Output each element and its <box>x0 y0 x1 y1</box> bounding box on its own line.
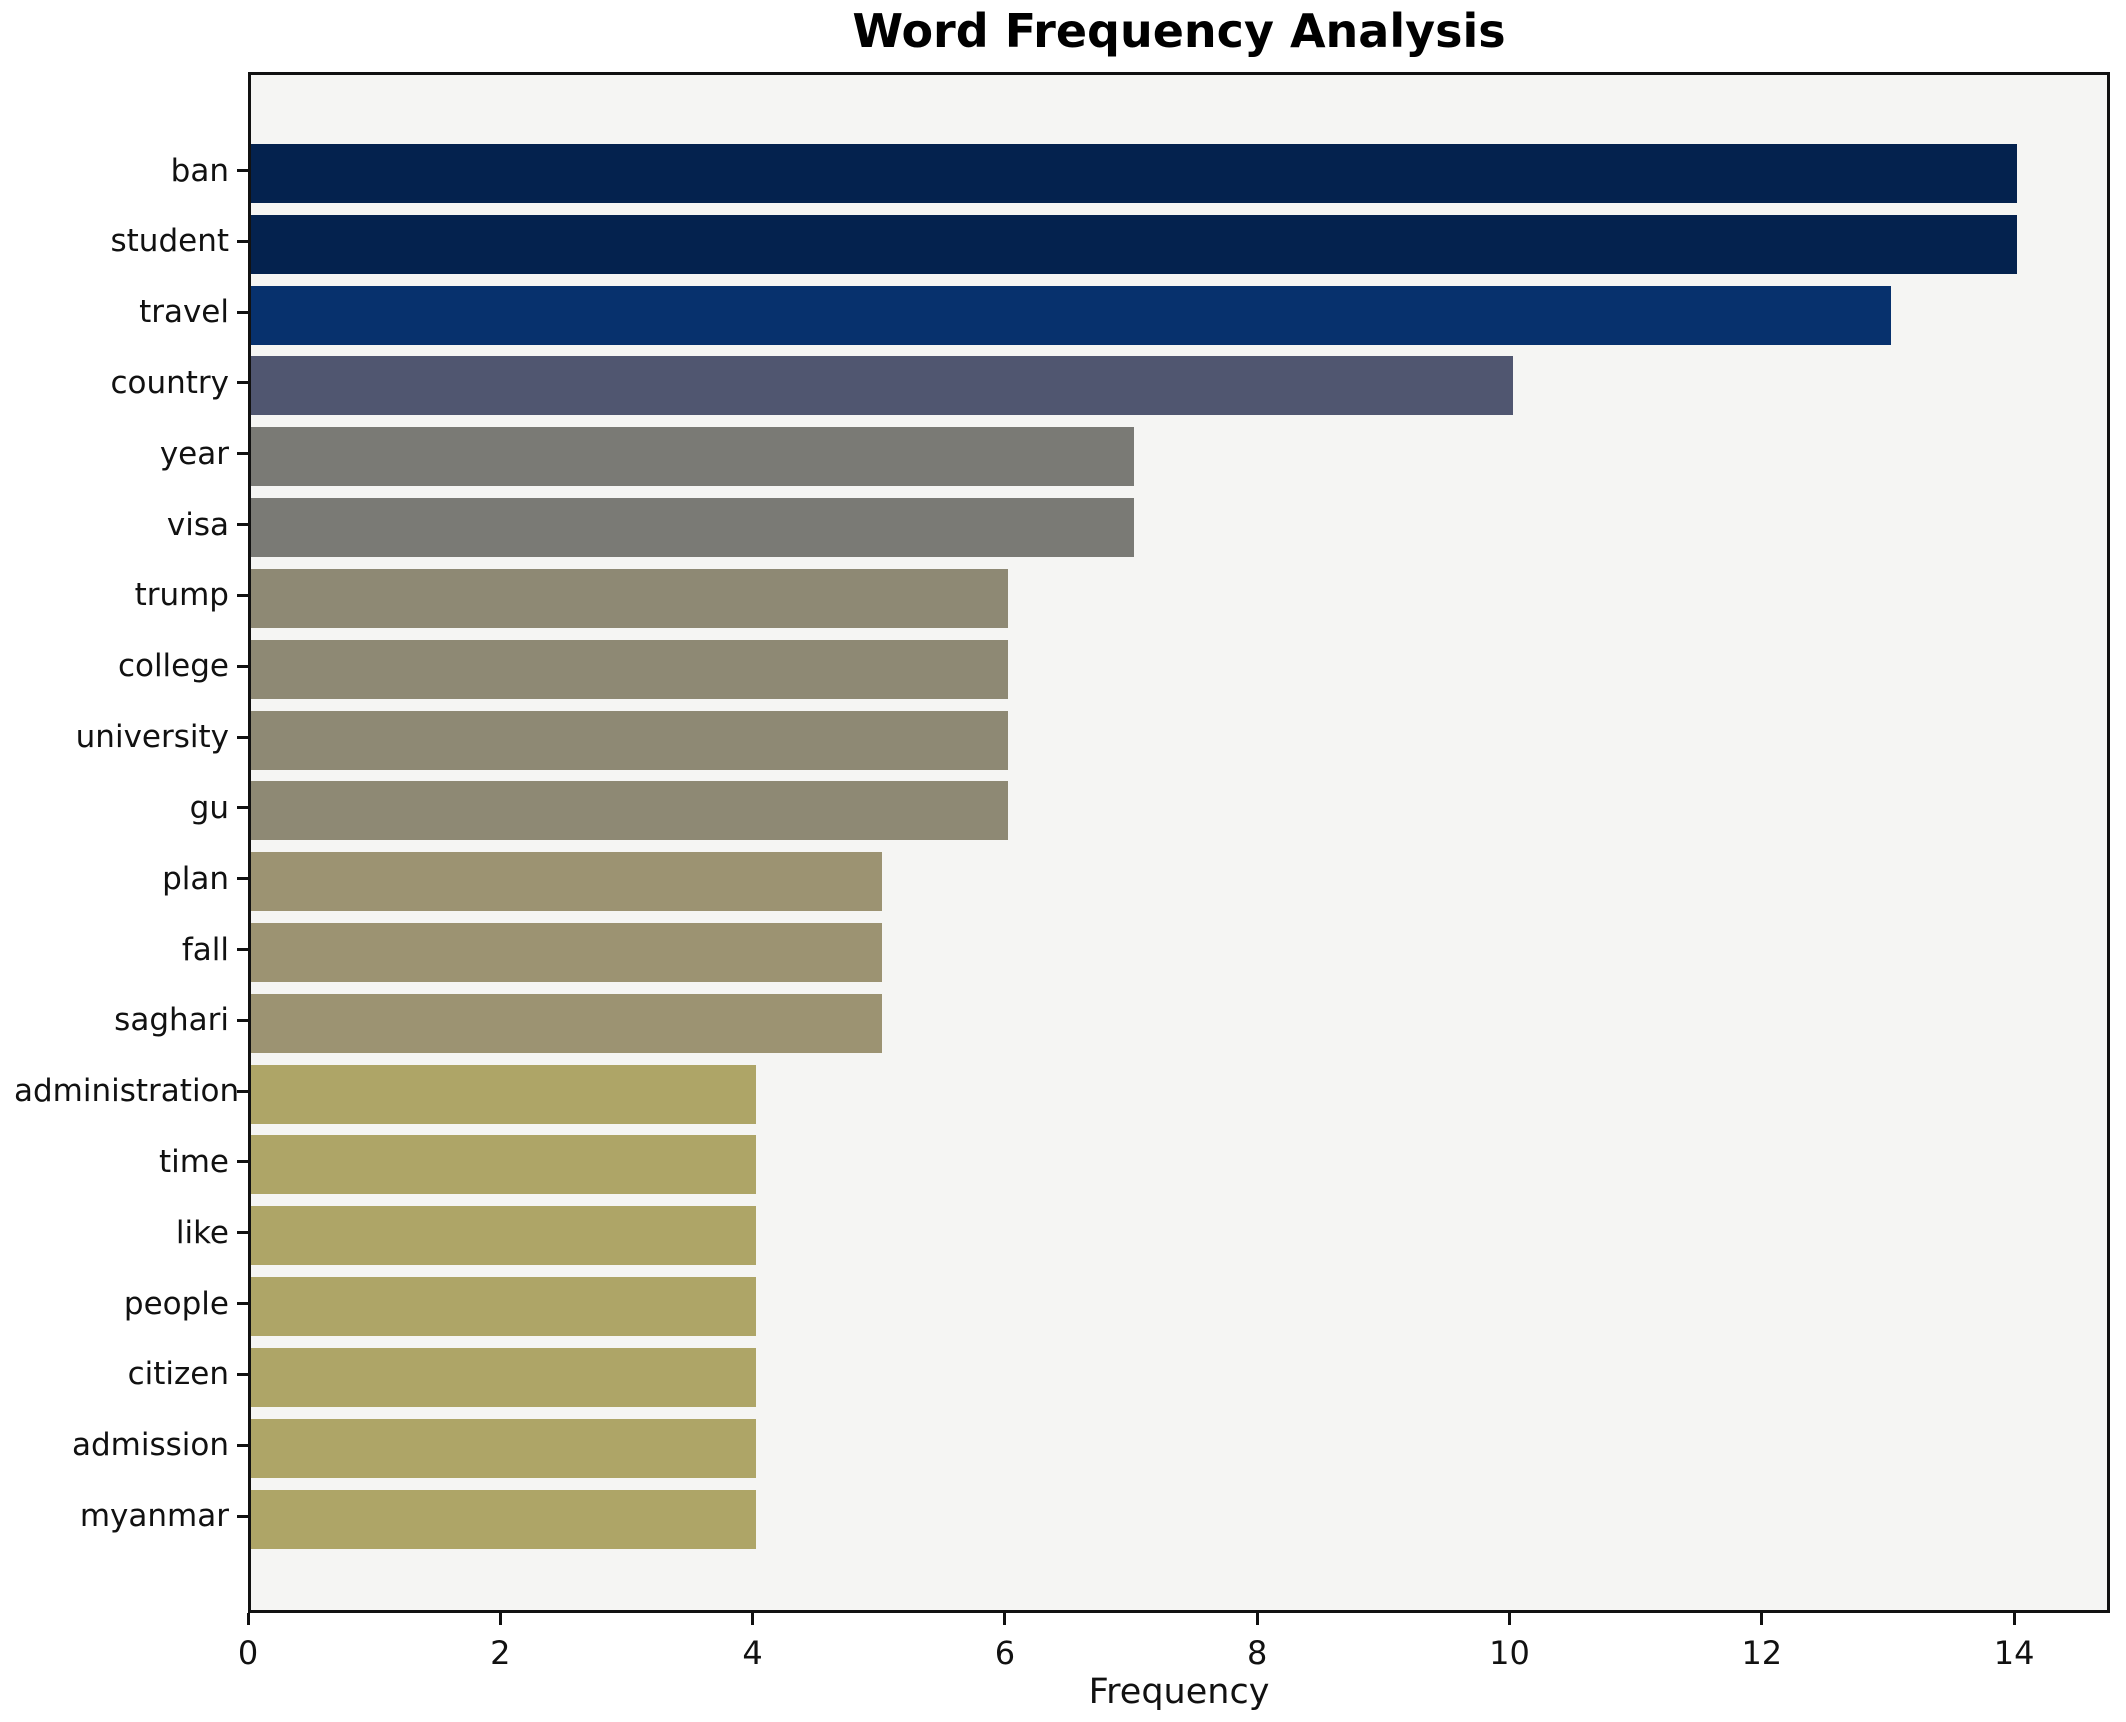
y-tick-gu <box>237 806 248 810</box>
y-tick-visa <box>237 523 248 527</box>
y-label-like: like <box>175 1214 229 1251</box>
y-tick-country <box>237 381 248 385</box>
x-tick-label-8: 8 <box>1247 1634 1268 1672</box>
y-tick-year <box>237 452 248 456</box>
bar-student <box>251 214 2018 274</box>
y-tick-university <box>237 735 248 739</box>
y-tick-college <box>237 664 248 668</box>
y-tick-administration <box>237 1089 248 1093</box>
bar-travel <box>251 285 1891 345</box>
y-label-ban: ban <box>170 152 229 189</box>
x-tick-10 <box>1508 1613 1511 1625</box>
x-tick-8 <box>1255 1613 1259 1625</box>
y-label-people: people <box>123 1285 229 1322</box>
y-tick-saghari <box>237 1018 248 1022</box>
y-label-gu: gu <box>189 789 229 826</box>
y-label-country: country <box>110 364 229 401</box>
y-label-travel: travel <box>139 294 229 331</box>
x-tick-label-14: 14 <box>1993 1634 2035 1672</box>
bar-administration <box>251 1064 756 1124</box>
y-tick-people <box>237 1302 248 1306</box>
y-tick-citizen <box>237 1372 248 1376</box>
y-label-university: university <box>75 719 229 756</box>
bar-year <box>251 427 1135 487</box>
bar-like <box>251 1206 756 1266</box>
x-tick-label-0: 0 <box>237 1634 259 1672</box>
y-label-administration: administration <box>14 1073 240 1110</box>
chart-title: Word Frequency Analysis <box>852 4 1506 58</box>
y-tick-plan <box>237 877 248 881</box>
y-tick-trump <box>237 593 248 597</box>
bar-fall <box>251 923 882 983</box>
y-label-myanmar: myanmar <box>79 1498 229 1535</box>
plot-area <box>248 72 2110 1613</box>
y-label-plan: plan <box>162 860 229 897</box>
y-label-trump: trump <box>134 577 229 614</box>
bar-university <box>251 710 1008 770</box>
y-tick-fall <box>237 948 248 952</box>
bar-people <box>251 1277 756 1337</box>
y-label-college: college <box>117 648 229 685</box>
bar-college <box>251 639 1008 699</box>
x-tick-label-4: 4 <box>742 1634 763 1672</box>
x-tick-label-6: 6 <box>994 1634 1016 1672</box>
y-label-student: student <box>110 223 229 260</box>
y-label-time: time <box>158 1143 229 1180</box>
bar-admission <box>251 1418 756 1478</box>
y-tick-time <box>237 1160 248 1164</box>
x-tick-14 <box>2012 1613 2016 1625</box>
y-label-admission: admission <box>71 1427 229 1464</box>
y-tick-like <box>237 1231 248 1235</box>
x-tick-label-12: 12 <box>1741 1634 1783 1672</box>
x-tick-4 <box>751 1613 755 1625</box>
bar-citizen <box>251 1347 756 1407</box>
bar-trump <box>251 568 1008 628</box>
y-tick-travel <box>237 310 248 314</box>
y-tick-admission <box>237 1443 248 1447</box>
bar-plan <box>251 852 882 912</box>
x-tick-label-2: 2 <box>490 1634 511 1672</box>
bar-visa <box>251 498 1135 558</box>
bar-gu <box>251 781 1008 841</box>
y-tick-myanmar <box>237 1514 248 1518</box>
x-tick-2 <box>498 1613 502 1625</box>
y-label-year: year <box>159 435 229 472</box>
x-tick-12 <box>1760 1613 1764 1625</box>
bar-ban <box>251 144 2018 203</box>
y-label-saghari: saghari <box>114 1002 229 1039</box>
y-label-citizen: citizen <box>127 1356 229 1393</box>
y-tick-student <box>237 239 248 243</box>
x-tick-label-10: 10 <box>1489 1634 1530 1672</box>
y-tick-ban <box>237 169 248 172</box>
x-tick-6 <box>1003 1613 1007 1625</box>
bar-country <box>251 356 1513 416</box>
y-label-fall: fall <box>181 931 229 968</box>
x-tick-0 <box>246 1613 250 1625</box>
bar-saghari <box>251 993 882 1053</box>
bar-myanmar <box>251 1489 756 1549</box>
y-label-visa: visa <box>166 506 229 543</box>
x-axis-label: Frequency <box>1088 1672 1270 1712</box>
bar-time <box>251 1135 756 1195</box>
